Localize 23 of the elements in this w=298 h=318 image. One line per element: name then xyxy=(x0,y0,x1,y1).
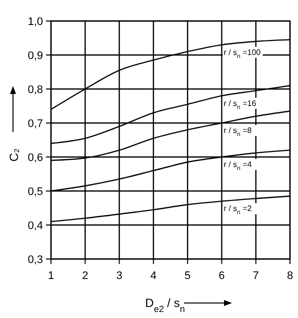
y-tick-label: 0,3 xyxy=(28,254,43,266)
y-tick-label: 1,0 xyxy=(28,16,43,28)
x-tick-label: 7 xyxy=(252,270,259,282)
y-tick-label: 0,9 xyxy=(28,50,43,62)
y-tick-label: 0,6 xyxy=(28,152,43,164)
series-label: r / s$_{n}$ =2 xyxy=(224,204,252,216)
x-axis-title: D$_{e2}$ / s$_{n}$ xyxy=(145,296,185,314)
y-tick-label: 0,4 xyxy=(28,220,43,232)
series-label: r / s$_{n}$ =8 xyxy=(224,126,252,138)
series-label: r / s$_{n}$ =100 xyxy=(224,48,262,60)
x-tick-label: 3 xyxy=(116,270,122,282)
x-tick-label: 6 xyxy=(218,270,225,282)
y-tick-label: 0,5 xyxy=(28,186,43,198)
y-axis-title: C₂ xyxy=(7,148,21,162)
y-tick-label: 0,7 xyxy=(28,118,43,130)
x-tick-label: 8 xyxy=(286,270,294,282)
series-label: r / s$_{n}$ =16 xyxy=(224,98,257,111)
x-tick-label: 1 xyxy=(48,270,54,282)
x-tick-label: 4 xyxy=(150,270,156,282)
series-label: r / s$_{n}$ =4 xyxy=(224,160,252,172)
x-tick-label: 5 xyxy=(184,270,191,282)
x-tick-label: 2 xyxy=(82,270,88,282)
y-tick-label: 0,8 xyxy=(28,84,43,96)
